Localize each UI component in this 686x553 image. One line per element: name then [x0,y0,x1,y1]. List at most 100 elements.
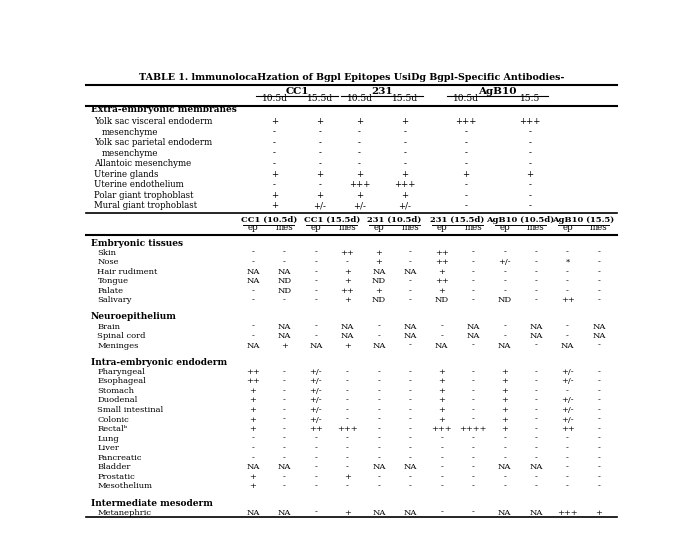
Text: -: - [440,332,443,340]
Text: -: - [472,473,475,481]
Text: -: - [409,454,412,462]
Text: -: - [566,322,569,331]
Text: NA: NA [498,342,511,349]
Text: -: - [472,454,475,462]
Text: -: - [346,387,348,395]
Text: -: - [472,258,475,266]
Text: Uterine glands: Uterine glands [94,170,158,179]
Text: NA: NA [498,509,511,517]
Text: NA: NA [278,332,291,340]
Text: -: - [283,296,286,304]
Text: -: - [504,277,506,285]
Text: -: - [252,287,255,295]
Text: TABLE 1. lmmunolocaHzation of Bgpl Epitopes UsiDg Bgpl-Specific Antibodies-: TABLE 1. lmmunolocaHzation of Bgpl Epito… [139,73,565,82]
Text: -: - [409,342,412,349]
Text: +: + [375,249,382,257]
Text: Polar giant trophoblast: Polar giant trophoblast [94,191,193,200]
Text: +: + [438,406,445,414]
Text: -: - [409,406,412,414]
Text: -: - [472,268,475,276]
Text: -: - [409,387,412,395]
Text: +/-: +/- [309,415,322,424]
Text: -: - [528,180,531,189]
Text: -: - [377,454,380,462]
Text: NA: NA [341,322,354,331]
Text: ND: ND [435,296,449,304]
Text: -: - [377,397,380,404]
Text: NA: NA [278,268,291,276]
Text: -: - [528,128,531,137]
Text: -: - [534,287,538,295]
Text: -: - [528,138,531,147]
Text: -: - [409,397,412,404]
Text: Liver: Liver [97,444,119,452]
Text: -: - [358,159,361,168]
Text: -: - [598,249,600,257]
Text: +: + [438,415,445,424]
Text: -: - [566,387,569,395]
Text: +: + [401,170,408,179]
Text: ++: ++ [560,296,574,304]
Text: Bladder: Bladder [97,463,131,471]
Text: +: + [250,387,257,395]
Text: +: + [501,415,508,424]
Text: -: - [472,368,475,376]
Text: NA: NA [246,509,260,517]
Text: mes: mes [464,223,482,232]
Text: -: - [472,249,475,257]
Text: +/-: +/- [561,368,574,376]
Text: -: - [598,482,600,491]
Text: -: - [314,296,318,304]
Text: -: - [283,368,286,376]
Text: -: - [598,435,600,442]
Text: -: - [534,454,538,462]
Text: -: - [283,415,286,424]
Text: -: - [314,482,318,491]
Text: Yolk sac visceral endoderm: Yolk sac visceral endoderm [94,117,212,126]
Text: -: - [314,287,318,295]
Text: Esophageal: Esophageal [97,377,146,385]
Text: -: - [598,258,600,266]
Text: AgB10 (10.5d): AgB10 (10.5d) [486,216,554,224]
Text: NA: NA [403,332,417,340]
Text: +: + [344,277,351,285]
Text: -: - [409,287,412,295]
Text: -: - [566,249,569,257]
Text: +: + [344,268,351,276]
Text: -: - [252,296,255,304]
Text: +: + [250,415,257,424]
Text: mes: mes [590,223,608,232]
Text: -: - [283,258,286,266]
Text: -: - [598,397,600,404]
Text: -: - [273,159,276,168]
Text: Intra-embryonic endoderm: Intra-embryonic endoderm [91,358,227,367]
Text: +/-: +/- [309,368,322,376]
Text: -: - [409,425,412,433]
Text: -: - [534,377,538,385]
Text: NA: NA [466,332,480,340]
Text: -: - [504,444,506,452]
Text: -: - [440,444,443,452]
Text: -: - [283,397,286,404]
Text: -: - [598,415,600,424]
Text: -: - [377,473,380,481]
Text: +: + [462,170,469,179]
Text: ep: ep [311,223,321,232]
Text: +: + [344,509,351,517]
Text: -: - [504,249,506,257]
Text: -: - [358,149,361,158]
Text: -: - [314,444,318,452]
Text: -: - [377,332,380,340]
Text: -: - [534,435,538,442]
Text: -: - [504,454,506,462]
Text: -: - [346,482,348,491]
Text: NA: NA [372,509,386,517]
Text: -: - [283,482,286,491]
Text: -: - [472,415,475,424]
Text: -: - [283,473,286,481]
Text: -: - [409,377,412,385]
Text: -: - [472,296,475,304]
Text: +/-: +/- [309,406,322,414]
Text: 10.5d: 10.5d [453,94,479,103]
Text: Metanephric: Metanephric [97,509,152,517]
